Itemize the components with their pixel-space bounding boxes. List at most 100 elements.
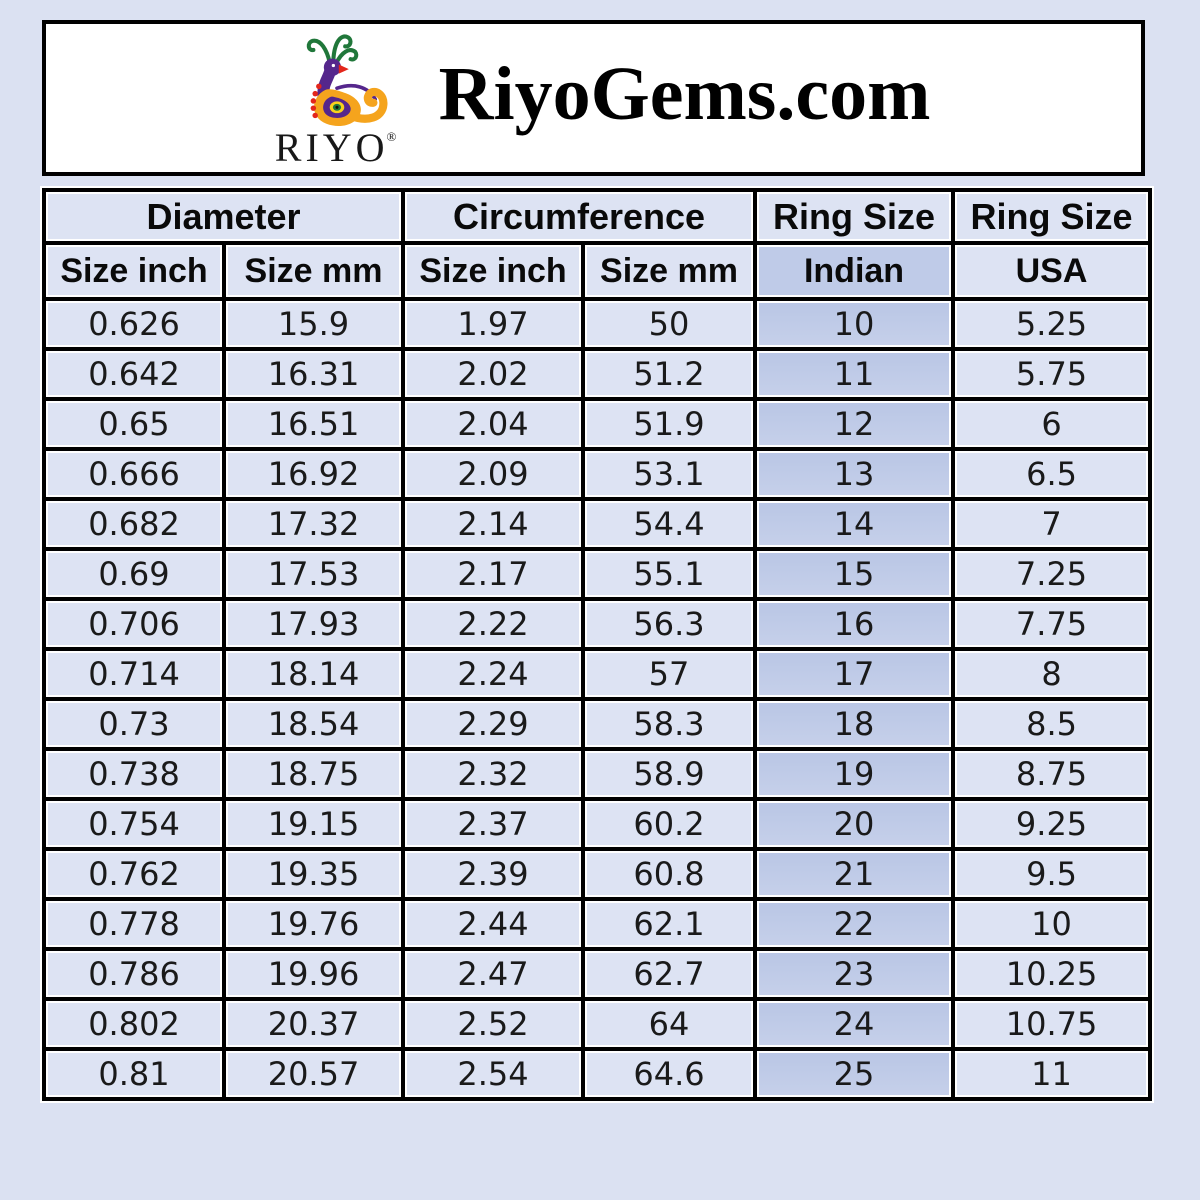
table-cell: 0.762 — [42, 847, 226, 901]
table-row: 0.754 19.15 2.37 60.2 20 9.25 — [42, 797, 1153, 851]
table-cell: 18.54 — [221, 697, 406, 751]
table-cell: 2.44 — [401, 897, 586, 951]
column-group-diameter: Diameter — [41, 188, 406, 245]
table-cell: 2.04 — [401, 397, 586, 451]
column-header-diameter-mm: Size mm — [221, 241, 406, 301]
table-cell: 23 — [753, 947, 956, 1001]
table-cell: 10.75 — [951, 997, 1153, 1051]
table-cell: 50 — [581, 297, 758, 351]
table-cell: 2.09 — [401, 447, 586, 501]
table-cell: 11 — [753, 347, 956, 401]
table-body: 0.626 15.9 1.97 50 10 5.25 0.642 16.31 2.02 51.2 1… — [42, 297, 1153, 1101]
sub-header-row: Size inch Size mm Size inch Size mm Indi… — [42, 241, 1153, 301]
table-cell: 11 — [951, 1047, 1153, 1101]
registered-mark: ® — [386, 129, 397, 144]
table-cell: 8 — [951, 647, 1153, 701]
table-cell: 7 — [951, 497, 1153, 551]
table-row: 0.778 19.76 2.44 62.1 22 10 — [42, 897, 1153, 951]
table-cell: 17.93 — [221, 597, 406, 651]
table-row: 0.666 16.92 2.09 53.1 13 6.5 — [42, 447, 1153, 501]
group-header-row: Diameter Circumference Ring Size Ring Si… — [41, 188, 1153, 245]
table-row: 0.73 18.54 2.29 58.3 18 8.5 — [42, 697, 1153, 751]
table-cell: 2.54 — [401, 1047, 586, 1101]
table-row: 0.738 18.75 2.32 58.9 19 8.75 — [42, 747, 1153, 801]
table-cell: 19 — [753, 747, 956, 801]
table-cell: 0.738 — [42, 747, 226, 801]
table-cell: 60.2 — [581, 797, 758, 851]
table-cell: 0.802 — [42, 997, 226, 1051]
table-row: 0.81 20.57 2.54 64.6 25 11 — [42, 1047, 1153, 1101]
table-cell: 13 — [753, 447, 956, 501]
table-cell: 20.37 — [221, 997, 406, 1051]
table-cell: 10.25 — [951, 947, 1153, 1001]
table-cell: 2.22 — [401, 597, 586, 651]
table-cell: 55.1 — [581, 547, 758, 601]
table-cell: 6 — [951, 397, 1153, 451]
table-cell: 6.5 — [951, 447, 1153, 501]
table-cell: 17.53 — [221, 547, 406, 601]
table-cell: 2.17 — [401, 547, 586, 601]
table-cell: 57 — [581, 647, 758, 701]
table-cell: 15 — [753, 547, 956, 601]
table-cell: 5.75 — [951, 347, 1153, 401]
table-cell: 5.25 — [951, 297, 1153, 351]
table-cell: 0.73 — [42, 697, 226, 751]
table-cell: 20 — [753, 797, 956, 851]
table-cell: 51.9 — [581, 397, 758, 451]
table-cell: 19.76 — [221, 897, 406, 951]
table-cell: 8.5 — [951, 697, 1153, 751]
table-cell: 21 — [753, 847, 956, 901]
header-banner: RIYO® RiyoGems.com — [42, 20, 1145, 176]
table-cell: 2.39 — [401, 847, 586, 901]
column-group-ring-size-usa: Ring Size — [951, 188, 1153, 245]
table-cell: 0.65 — [42, 397, 226, 451]
table-row: 0.65 16.51 2.04 51.9 12 6 — [42, 397, 1153, 451]
table-cell: 22 — [753, 897, 956, 951]
table-cell: 17 — [753, 647, 956, 701]
table-cell: 64.6 — [581, 1047, 758, 1101]
table-row: 0.706 17.93 2.22 56.3 16 7.75 — [42, 597, 1153, 651]
table-row: 0.802 20.37 2.52 64 24 10.75 — [42, 997, 1153, 1051]
table-cell: 10 — [753, 297, 956, 351]
table-cell: 56.3 — [581, 597, 758, 651]
table-cell: 0.754 — [42, 797, 226, 851]
table-cell: 54.4 — [581, 497, 758, 551]
table-cell: 2.24 — [401, 647, 586, 701]
table-cell: 16.31 — [221, 347, 406, 401]
table-row: 0.642 16.31 2.02 51.2 11 5.75 — [42, 347, 1153, 401]
table-cell: 0.81 — [42, 1047, 226, 1101]
table-row: 0.762 19.35 2.39 60.8 21 9.5 — [42, 847, 1153, 901]
column-header-indian: Indian — [753, 241, 956, 301]
logo-wordmark: RIYO® — [274, 125, 397, 170]
table-cell: 0.682 — [42, 497, 226, 551]
table-cell: 20.57 — [221, 1047, 406, 1101]
table-row: 0.786 19.96 2.47 62.7 23 10.25 — [42, 947, 1153, 1001]
table-cell: 18.75 — [221, 747, 406, 801]
table-cell: 62.1 — [581, 897, 758, 951]
table-cell: 14 — [753, 497, 956, 551]
table-cell: 16 — [753, 597, 956, 651]
table-row: 0.69 17.53 2.17 55.1 15 7.25 — [42, 547, 1153, 601]
table-cell: 2.14 — [401, 497, 586, 551]
column-header-circumference-mm: Size mm — [581, 241, 758, 301]
table-cell: 2.52 — [401, 997, 586, 1051]
table-row: 0.682 17.32 2.14 54.4 14 7 — [42, 497, 1153, 551]
table-cell: 10 — [951, 897, 1153, 951]
table-cell: 0.714 — [42, 647, 226, 701]
table-cell: 19.35 — [221, 847, 406, 901]
table-cell: 64 — [581, 997, 758, 1051]
table-cell: 8.75 — [951, 747, 1153, 801]
table-cell: 0.626 — [42, 297, 226, 351]
table-cell: 58.9 — [581, 747, 758, 801]
table-cell: 2.32 — [401, 747, 586, 801]
table-cell: 18.14 — [221, 647, 406, 701]
table-cell: 15.9 — [221, 297, 406, 351]
table-cell: 9.5 — [951, 847, 1153, 901]
column-group-circumference: Circumference — [401, 188, 758, 245]
table-row: 0.714 18.14 2.24 57 17 8 — [42, 647, 1153, 701]
table-row: 0.626 15.9 1.97 50 10 5.25 — [42, 297, 1153, 351]
table-cell: 62.7 — [581, 947, 758, 1001]
table-cell: 2.02 — [401, 347, 586, 401]
table-cell: 12 — [753, 397, 956, 451]
table-cell: 19.96 — [221, 947, 406, 1001]
